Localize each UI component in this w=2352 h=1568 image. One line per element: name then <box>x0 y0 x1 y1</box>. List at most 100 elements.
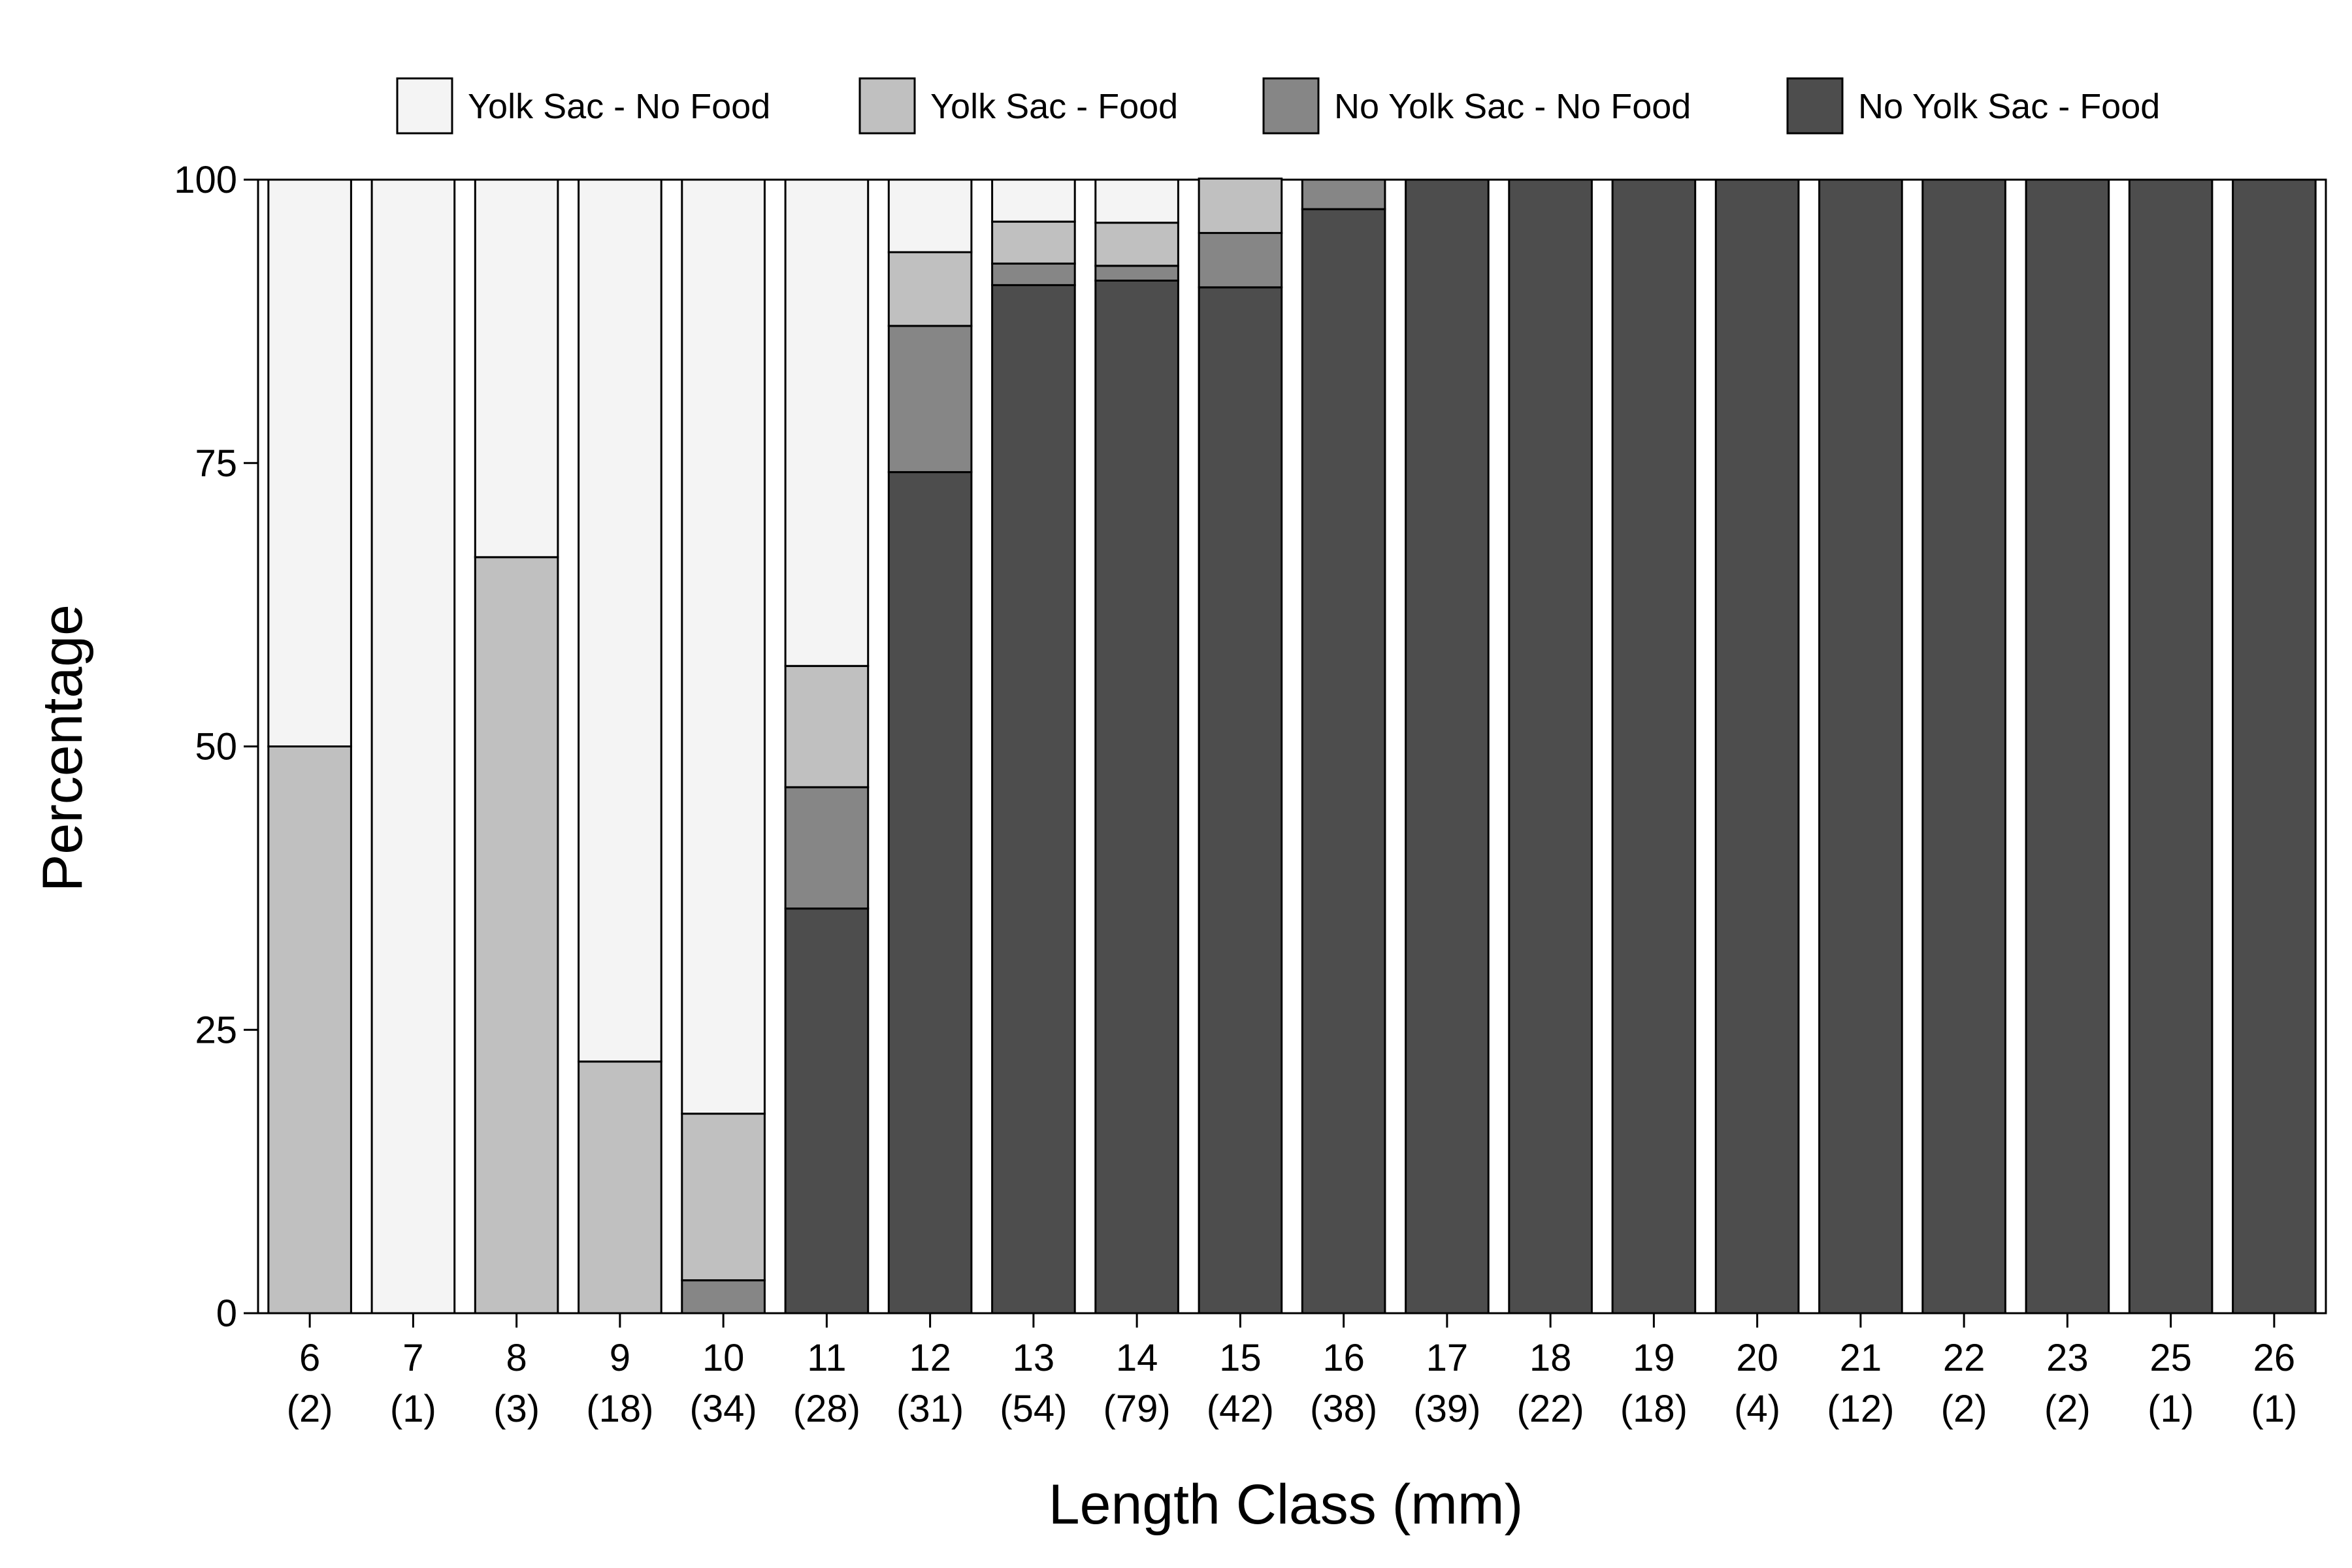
legend-label: No Yolk Sac - Food <box>1858 87 2160 126</box>
bar-segment-11-series-1 <box>784 786 870 910</box>
x-tick-label: 26 <box>2253 1337 2296 1379</box>
legend-swatch <box>1262 77 1320 135</box>
x-tick-label: 25 <box>2149 1337 2192 1379</box>
x-tick-label: 11 <box>807 1337 846 1379</box>
x-tick-label: 9 <box>610 1337 630 1379</box>
x-tick-label: 22 <box>1943 1337 1985 1379</box>
x-tick-label: 15 <box>1219 1337 1262 1379</box>
bar-segment-17-series-0 <box>1405 178 1490 1315</box>
sample-count-label: (1) <box>390 1388 436 1430</box>
x-tick-label: 16 <box>1322 1337 1365 1379</box>
bar-segment-10-series-3 <box>681 178 766 1115</box>
bar-segment-13-series-3 <box>991 178 1076 223</box>
bar-segment-10-series-2 <box>681 1113 766 1282</box>
sample-count-label: (3) <box>493 1388 540 1430</box>
bar-segment-12-series-1 <box>887 325 973 474</box>
x-tick-label: 17 <box>1426 1337 1469 1379</box>
sample-count-label: (2) <box>2044 1388 2091 1430</box>
x-tick-label: 13 <box>1013 1337 1055 1379</box>
bar-segment-12-series-0 <box>887 471 973 1315</box>
legend-label: Yolk Sac - Food <box>930 87 1178 126</box>
sample-count-label: (1) <box>2251 1388 2297 1430</box>
sample-count-label: (18) <box>1620 1388 1688 1430</box>
legend-swatch <box>396 77 453 135</box>
legend-label: No Yolk Sac - No Food <box>1334 87 1691 126</box>
bar-segment-21-series-0 <box>1818 178 1903 1315</box>
bar-segment-9-series-3 <box>578 178 662 1063</box>
sample-count-label: (28) <box>793 1388 860 1430</box>
bar-segment-6-series-3 <box>267 178 352 747</box>
x-tick-label: 18 <box>1529 1337 1572 1379</box>
bar-segment-18-series-0 <box>1508 178 1593 1315</box>
sample-count-label: (38) <box>1310 1388 1377 1430</box>
y-tick-label: 75 <box>195 442 237 485</box>
sample-count-label: (2) <box>287 1388 333 1430</box>
legend-swatch <box>1786 77 1844 135</box>
bar-segment-15-series-0 <box>1198 286 1283 1315</box>
bar-segment-20-series-0 <box>1714 178 1800 1315</box>
sample-count-label: (42) <box>1207 1388 1274 1430</box>
legend-label: Yolk Sac - No Food <box>468 87 770 126</box>
bar-segment-22-series-0 <box>1921 178 2006 1315</box>
sample-count-label: (39) <box>1413 1388 1480 1430</box>
x-tick-label: 12 <box>909 1337 951 1379</box>
bar-segment-10-series-1 <box>681 1279 766 1315</box>
plot-frame <box>257 178 2327 1315</box>
bar-segment-11-series-3 <box>784 178 870 667</box>
bar-segment-9-series-2 <box>578 1060 662 1315</box>
bar-segment-14-series-3 <box>1094 178 1179 224</box>
bar-segment-13-series-2 <box>991 220 1076 265</box>
sample-count-label: (54) <box>1000 1388 1067 1430</box>
sample-count-label: (22) <box>1517 1388 1584 1430</box>
y-tick-label: 50 <box>195 726 237 768</box>
bar-segment-14-series-0 <box>1094 279 1179 1315</box>
bar-segment-12-series-3 <box>887 178 973 253</box>
x-tick-label: 23 <box>2046 1337 2089 1379</box>
bar-segment-23-series-0 <box>2025 178 2110 1315</box>
x-tick-label: 8 <box>506 1337 527 1379</box>
bar-segment-8-series-2 <box>474 556 559 1315</box>
bar-segment-15-series-2 <box>1198 177 1283 235</box>
sample-count-label: (34) <box>690 1388 757 1430</box>
x-tick-label: 21 <box>1840 1337 1882 1379</box>
bar-segment-6-series-2 <box>267 745 352 1315</box>
bar-segment-14-series-2 <box>1094 221 1179 267</box>
bar-segment-15-series-1 <box>1198 232 1283 289</box>
bar-segment-8-series-3 <box>474 178 559 559</box>
sample-count-label: (18) <box>586 1388 653 1430</box>
x-tick-label: 19 <box>1633 1337 1675 1379</box>
bar-segment-13-series-1 <box>991 262 1076 286</box>
sample-count-label: (2) <box>1941 1388 1987 1430</box>
bar-segment-11-series-2 <box>784 664 870 789</box>
y-tick-label: 100 <box>174 159 237 201</box>
sample-count-label: (12) <box>1827 1388 1894 1430</box>
x-axis: 6 (2) 7 (1) 8 (3) 9 (18) 10 (34) 11 (28) 12 (31) 13 (54… <box>287 1313 2297 1430</box>
sample-count-label: (79) <box>1103 1388 1171 1430</box>
y-axis: 0 25 50 75 100 <box>174 159 258 1335</box>
x-tick-label: 7 <box>402 1337 423 1379</box>
legend-swatch <box>858 77 916 135</box>
y-tick-label: 25 <box>195 1009 237 1051</box>
sample-count-label: (1) <box>2148 1388 2194 1430</box>
sample-count-label: (4) <box>1734 1388 1780 1430</box>
bar-segment-7-series-3 <box>370 178 456 1315</box>
bar-segment-19-series-0 <box>1611 178 1697 1315</box>
bar-segment-16-series-0 <box>1301 208 1386 1315</box>
bar-segment-16-series-1 <box>1301 178 1386 210</box>
bar-segment-12-series-2 <box>887 251 973 327</box>
bars <box>267 177 2317 1315</box>
x-tick-label: 6 <box>299 1337 320 1379</box>
sample-count-label: (31) <box>896 1388 964 1430</box>
bar-segment-26-series-0 <box>2232 178 2317 1315</box>
x-tick-label: 20 <box>1736 1337 1778 1379</box>
bar-segment-25-series-0 <box>2128 178 2213 1315</box>
y-axis-title: Percentage <box>31 604 94 892</box>
x-tick-label: 10 <box>702 1337 745 1379</box>
legend: Yolk Sac - No Food Yolk Sac - Food No Yolk… <box>396 77 2160 135</box>
bar-segment-13-series-0 <box>991 284 1076 1315</box>
x-tick-label: 14 <box>1116 1337 1158 1379</box>
x-axis-title: Length Class (mm) <box>1049 1473 1523 1536</box>
y-tick-label: 0 <box>216 1292 237 1335</box>
bar-segment-11-series-0 <box>784 907 870 1315</box>
